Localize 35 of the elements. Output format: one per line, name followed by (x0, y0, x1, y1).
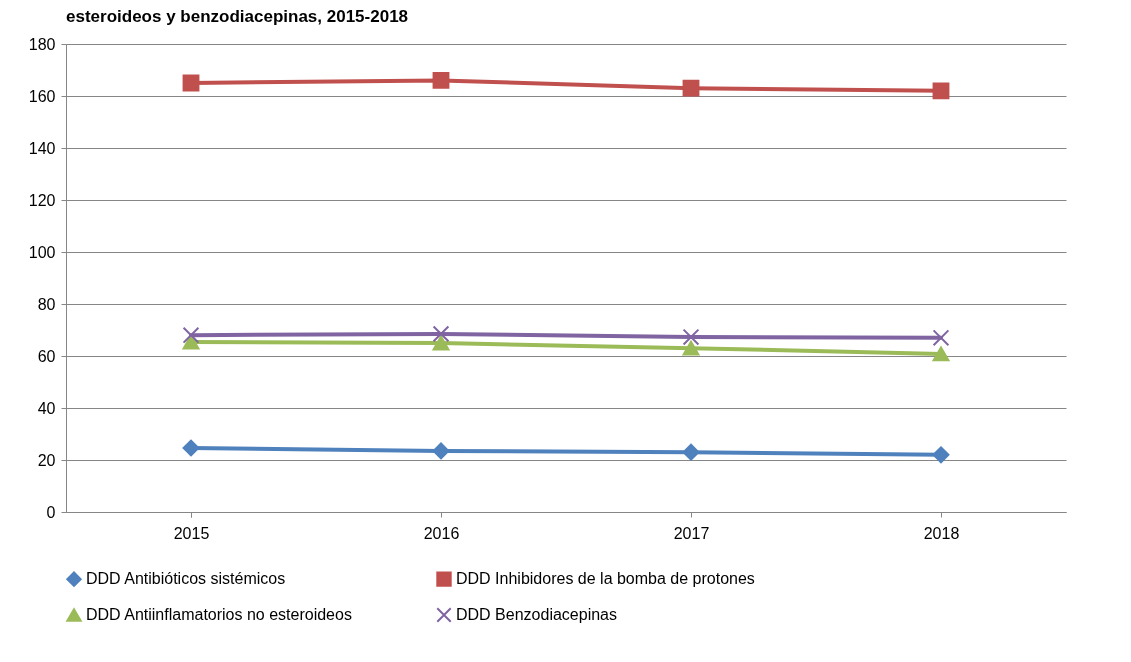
point (182, 74, 200, 92)
point (432, 335, 450, 351)
x-tick-label: 2016 (423, 524, 460, 542)
legend-label: DDD Antibióticos sistémicos (86, 570, 286, 588)
y-tick-label: 40 (37, 399, 56, 417)
point (682, 340, 700, 356)
point (932, 329, 950, 347)
y-tick-label: 0 (46, 503, 56, 521)
point (432, 325, 450, 343)
point (682, 79, 700, 97)
legend-label: DDD Inhibidores de la bomba de protones (456, 570, 755, 588)
y-tick-label: 120 (28, 191, 56, 209)
point (182, 439, 200, 457)
y-tick-label: 80 (37, 295, 56, 313)
point (932, 82, 950, 100)
point (432, 71, 450, 89)
y-tick-label: 100 (28, 243, 56, 261)
y-tick-label: 20 (37, 451, 56, 469)
x-tick-label: 2017 (673, 524, 710, 542)
legend-label: DDD Benzodiacepinas (456, 606, 617, 623)
point (682, 328, 700, 346)
x-tick-label: 2015 (173, 524, 210, 542)
y-tick-label: 60 (37, 347, 56, 365)
y-tick-label: 180 (28, 35, 56, 53)
point (182, 326, 200, 344)
legend-label: DDD Antiinflamatorios no esteroideos (86, 606, 352, 623)
x-tick-label: 2018 (923, 524, 960, 542)
point (932, 446, 950, 464)
point (182, 334, 200, 350)
chart-title: esteroideos y benzodiacepinas, 2015-2018 (66, 7, 409, 26)
point (432, 442, 450, 460)
point (932, 346, 950, 362)
y-tick-label: 160 (28, 87, 56, 105)
y-tick-label: 140 (28, 139, 56, 157)
point (682, 443, 700, 461)
